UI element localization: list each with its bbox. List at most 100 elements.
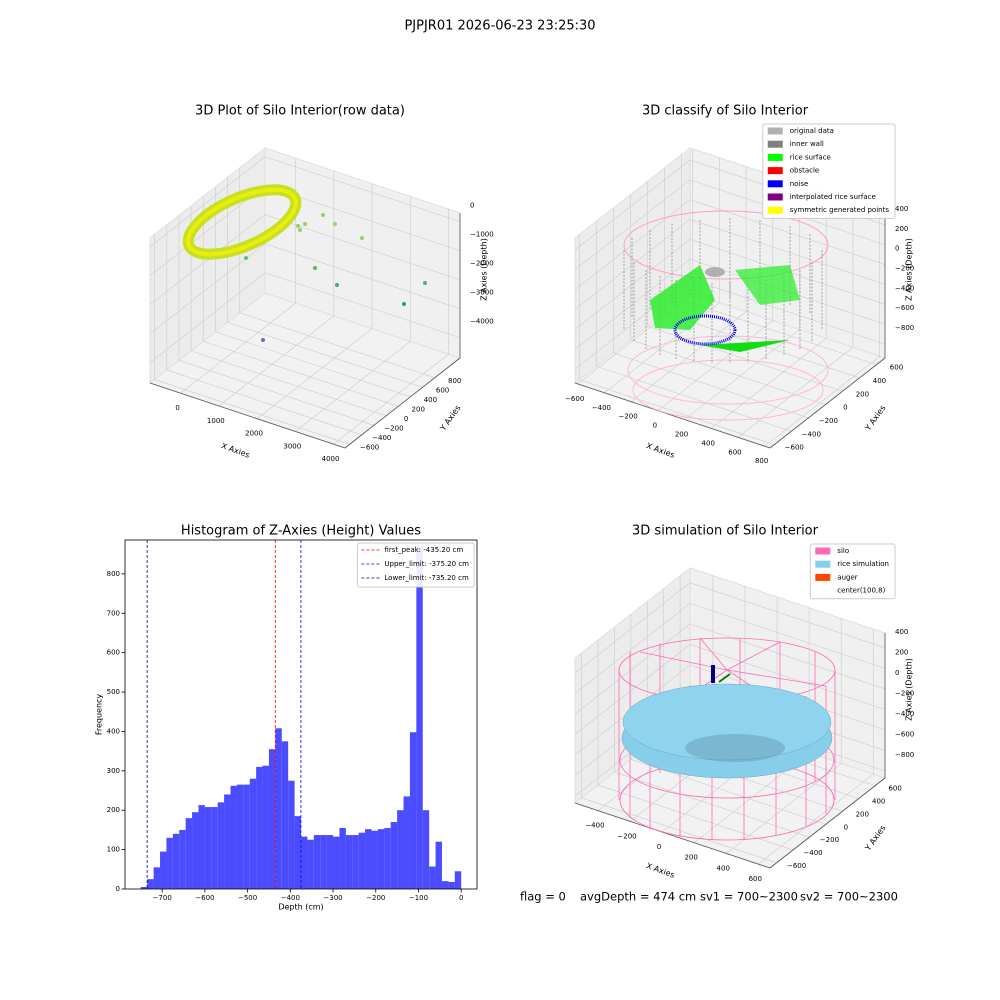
z-tick-label: −800 (895, 324, 914, 332)
bar (377, 829, 385, 889)
pink-ring (632, 359, 824, 421)
noise (673, 314, 737, 346)
auger (711, 665, 715, 683)
chart-title: 3D classify of Silo Interior (642, 104, 809, 119)
z-axis-label: Z Axies (Depth) (905, 238, 914, 301)
grid-line (689, 278, 886, 345)
legend-box (762, 123, 896, 219)
x-tick-label: −200 (617, 832, 636, 840)
bar (243, 784, 250, 889)
z-tick-label: −800 (895, 751, 914, 759)
x-tick-label: −400 (585, 822, 604, 830)
z-tick-label: 400 (895, 628, 908, 636)
y-tick-label: 200 (412, 405, 425, 413)
legend-label: inner wall (790, 140, 824, 148)
grid-line (574, 239, 691, 330)
grid-line (684, 329, 800, 420)
grid-line (689, 603, 886, 669)
grid-line (154, 379, 350, 445)
bar (268, 749, 276, 889)
z-tick-label: −3000 (470, 289, 494, 297)
x-tick-label: −400 (592, 404, 611, 412)
bar (256, 766, 263, 889)
z-tick-label: −200 (895, 689, 914, 697)
point (321, 213, 325, 217)
plot-frame (124, 539, 478, 890)
legend-label: symmetric generated points (790, 206, 890, 214)
y-tick-label: 400 (873, 377, 886, 385)
y-tick-label: −200 (819, 417, 838, 425)
grid-line (574, 603, 691, 694)
x-tick-label: 200 (684, 854, 697, 862)
point (402, 302, 406, 306)
x-axis-label: Depth (cm) (278, 903, 323, 912)
footer-text: flag = 0 (520, 890, 566, 904)
z-tick-label: 400 (895, 205, 908, 213)
bar (409, 732, 417, 889)
pink-ring (627, 335, 829, 405)
point (244, 256, 248, 260)
grid-line (264, 243, 461, 310)
bar (147, 879, 154, 889)
y-tick-label: 800 (448, 377, 461, 385)
y-tick-label: 0 (843, 404, 847, 412)
grid-line (613, 352, 809, 419)
y-tick-label: 100 (107, 846, 120, 854)
point (298, 228, 302, 232)
legend-label: silo (837, 547, 849, 555)
point (335, 283, 339, 287)
y-tick-label: 300 (107, 767, 120, 775)
legend-label: Lower_limit: -735.20 cm (384, 574, 469, 582)
z-tick-label: 200 (895, 648, 908, 656)
bar (140, 887, 148, 889)
grid-line (264, 272, 461, 339)
x-tick-label: 0 (653, 422, 657, 430)
legend: silo rice simulation auger center(100,8) (809, 543, 896, 600)
y-tick-label: 400 (424, 396, 437, 404)
y-tick-label: −600 (787, 862, 806, 870)
x-tick-label: −300 (323, 894, 342, 902)
legend-label: first_peak: -435.20 cm (384, 546, 463, 554)
auger-arm (718, 673, 731, 683)
legend-box (809, 543, 896, 600)
grid-line (689, 644, 886, 710)
legend-swatch (815, 573, 831, 581)
grid-line (581, 797, 777, 864)
legend-swatch (815, 547, 831, 555)
grid-line (597, 784, 794, 851)
z-tick-label: −600 (895, 304, 914, 312)
x-tick-label: 0 (459, 894, 463, 902)
y-tick-label: −400 (803, 849, 822, 857)
bar (160, 851, 167, 889)
grid-line (579, 379, 775, 445)
grid-line (574, 159, 691, 251)
bar (320, 835, 327, 889)
y-tick-label: 500 (107, 688, 120, 696)
z-tick-label: −4000 (470, 318, 494, 326)
chart-title: Histogram of Z-Axies (Height) Values (181, 524, 421, 539)
legend-label: rice surface (790, 153, 831, 161)
point (423, 281, 427, 285)
footer-text: avgDepth = 474 cm (580, 890, 696, 904)
y-tick-label: 400 (107, 727, 120, 735)
grid-line (264, 156, 461, 223)
grid-line (256, 328, 373, 419)
bar (288, 780, 295, 889)
classified-silo (623, 210, 829, 421)
axis-line (574, 382, 771, 449)
grid-line (178, 360, 375, 426)
z-axis-label: Z Axies (Depth) (480, 238, 489, 301)
grid-line (689, 582, 886, 649)
bar (301, 836, 308, 889)
grid-line (166, 369, 362, 436)
z-tick-label: −400 (895, 284, 914, 292)
x-tick-label: 3000 (283, 442, 301, 450)
y-tick-label: −200 (384, 424, 403, 432)
x-tick-label: −100 (409, 894, 428, 902)
grid-line (574, 582, 691, 674)
bar (204, 807, 212, 889)
grid-line (689, 199, 886, 265)
grid-line (657, 320, 774, 411)
grid-line (574, 219, 691, 310)
bar (179, 829, 186, 889)
